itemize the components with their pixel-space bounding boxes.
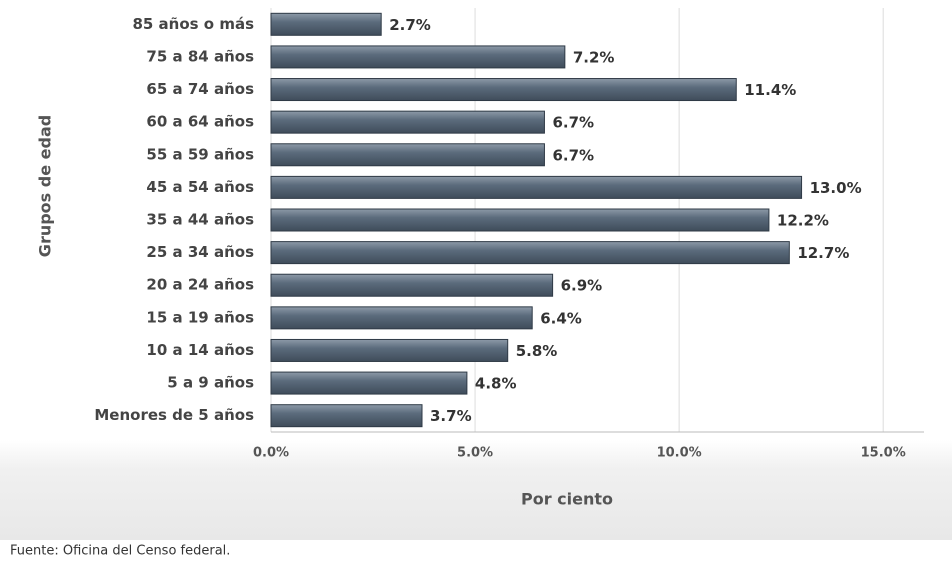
y-tick-label: 10 a 14 años xyxy=(146,341,254,359)
y-axis-label: Grupos de edad xyxy=(36,115,55,257)
x-tick-label: 15.0% xyxy=(861,446,906,461)
value-label: 5.8% xyxy=(516,342,558,360)
value-label: 6.4% xyxy=(540,309,582,327)
x-tick-label: 10.0% xyxy=(657,446,702,461)
y-tick-label: 60 a 64 años xyxy=(146,113,254,131)
background-band xyxy=(0,440,952,540)
y-tick-label: 55 a 59 años xyxy=(146,145,254,163)
bar xyxy=(270,208,770,232)
value-label: 11.4% xyxy=(744,81,796,99)
value-label: 6.7% xyxy=(552,114,594,132)
y-tick-label: 35 a 44 años xyxy=(146,211,254,229)
y-tick-label: 25 a 34 años xyxy=(146,243,254,261)
bar xyxy=(270,404,423,428)
source: Fuente: Oficina del Censo federal. xyxy=(10,544,230,559)
y-tick-label: 65 a 74 años xyxy=(146,80,254,98)
bar xyxy=(270,12,382,36)
y-tick-label: 20 a 24 años xyxy=(146,276,254,294)
bar xyxy=(270,110,545,134)
bar xyxy=(270,143,545,167)
y-tick-label: 45 a 54 años xyxy=(146,178,254,196)
value-label: 3.7% xyxy=(430,407,472,425)
x-tick-label: 0.0% xyxy=(253,446,289,461)
bar xyxy=(270,338,509,362)
x-tick-label: 5.0% xyxy=(457,446,493,461)
value-label: 6.9% xyxy=(561,277,603,295)
bar xyxy=(270,306,533,330)
bar xyxy=(270,45,566,69)
x-axis-label: Por ciento xyxy=(521,490,613,509)
value-label: 12.2% xyxy=(777,212,829,230)
bar xyxy=(270,273,554,297)
value-label: 6.7% xyxy=(552,146,594,164)
value-label: 7.2% xyxy=(573,48,615,66)
y-tick-label: 5 a 9 años xyxy=(167,374,254,392)
value-label: 2.7% xyxy=(389,16,431,34)
y-tick-label: Menores de 5 años xyxy=(94,406,254,424)
y-tick-label: 75 a 84 años xyxy=(146,47,254,65)
y-tick-label: 15 a 19 años xyxy=(146,308,254,326)
value-label: 12.7% xyxy=(797,244,849,262)
y-tick-label: 85 años o más xyxy=(132,15,254,33)
value-label: 13.0% xyxy=(810,179,862,197)
bar xyxy=(270,78,737,102)
bar xyxy=(270,371,468,395)
bar xyxy=(270,175,803,199)
value-label: 4.8% xyxy=(475,375,517,393)
bar xyxy=(270,241,790,265)
